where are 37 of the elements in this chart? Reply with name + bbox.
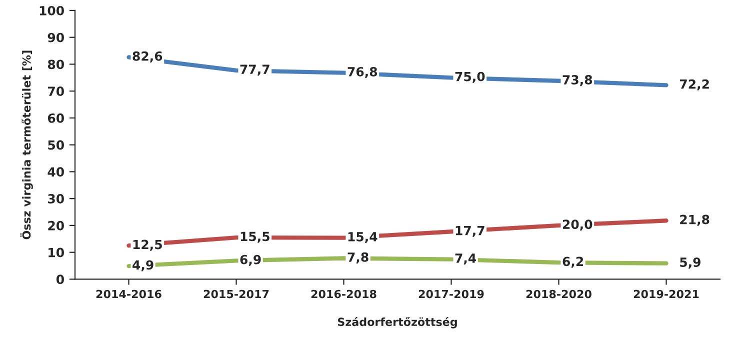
x-tick-label: 2018-2020 [526,290,592,298]
x-tick-label: 2016-2018 [311,290,376,298]
data-label: 77,7 [240,64,270,76]
y-tick-label: 20 [48,220,64,230]
x-tick-label: 2014-2016 [96,290,162,298]
x-tick-label: 2019-2021 [634,290,699,298]
data-label: 7,8 [348,252,368,264]
data-label: 72,2 [680,79,709,90]
data-label: 4,9 [132,260,154,272]
y-tick-label: 100 [40,6,64,16]
data-label: 15,4 [348,232,378,244]
y-tick-label: 10 [48,248,64,258]
data-label: 76,8 [348,66,378,78]
y-tick-label: 0 [56,274,64,284]
y-tick-label: 50 [48,140,64,150]
x-tick-label: 2015-2017 [204,290,269,298]
data-label: 12,5 [133,240,162,251]
data-label: 6,2 [562,256,584,268]
data-label: 6,9 [240,254,261,266]
data-label: 73,8 [562,75,592,86]
x-axis-title: Szádorfertőzöttség [338,317,457,328]
data-label: 75,0 [455,72,485,83]
data-label: 82,6 [132,51,162,62]
y-tick-label: 40 [48,167,64,177]
y-tick-label: 30 [48,194,64,204]
y-tick-label: 80 [48,60,64,70]
y-tick-label: 90 [48,32,64,42]
data-label: 17,7 [456,226,484,237]
data-label: 21,8 [680,214,710,226]
data-label: 7,4 [455,254,476,265]
y-tick-label: 70 [48,86,64,96]
data-label: 5,9 [680,258,700,269]
y-tick-label: 60 [48,113,64,123]
data-label: 15,5 [240,232,270,243]
data-label: 20,0 [562,220,592,231]
x-tick-label: 2017-2019 [418,290,484,298]
y-axis-title: Össz virginia termőterület [%] [20,50,33,240]
